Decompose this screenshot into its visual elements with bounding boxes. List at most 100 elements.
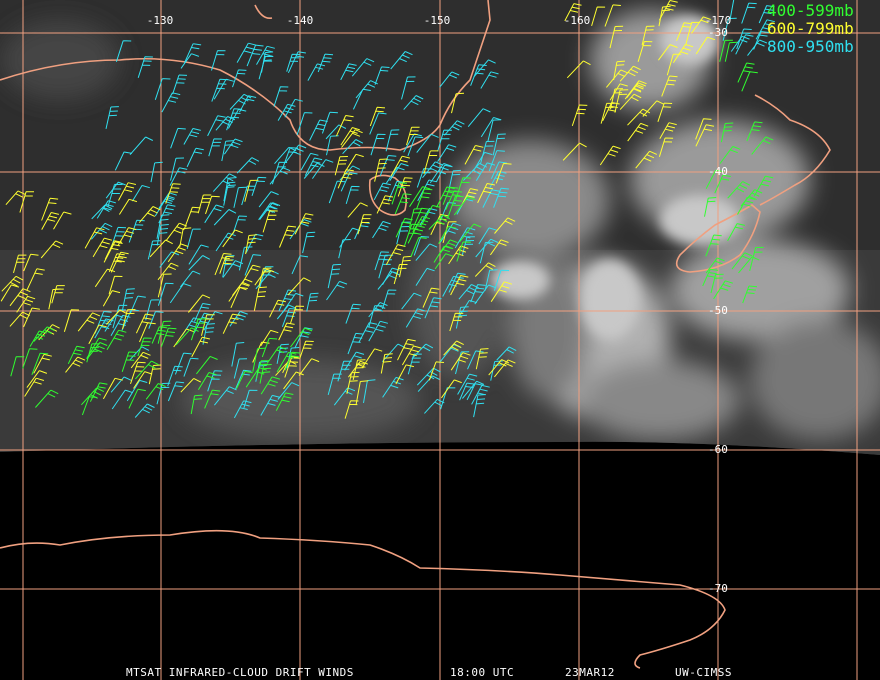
wind-barb — [180, 270, 201, 288]
wind-barb — [86, 342, 108, 360]
wind-barb — [135, 360, 159, 380]
wind-barb — [40, 240, 64, 259]
wind-barb — [67, 345, 85, 365]
wind-barb — [401, 345, 422, 366]
wind-barb — [261, 337, 278, 358]
wind-barb — [86, 337, 107, 359]
wind-barb — [493, 187, 509, 208]
wind-barb — [436, 186, 455, 208]
wind-barb — [84, 227, 105, 249]
wind-barb — [299, 340, 314, 359]
wind-barb — [455, 177, 471, 201]
wind-barb — [702, 268, 719, 287]
wind-barb — [157, 320, 172, 344]
wind-barb — [459, 382, 475, 401]
wind-barb — [256, 45, 275, 65]
wind-barb — [188, 255, 211, 271]
time: 18:00 UTC — [450, 666, 514, 679]
wind-barb — [35, 389, 59, 408]
wind-barb — [416, 367, 441, 386]
wind-barb — [48, 288, 61, 310]
wind-barb — [459, 223, 482, 243]
wind-barb — [296, 112, 313, 136]
wind-barb — [571, 104, 588, 127]
wind-barb — [126, 379, 148, 402]
wind-barb — [150, 161, 163, 183]
wind-barb — [188, 244, 209, 265]
wind-barb — [340, 127, 360, 146]
wind-barb — [438, 225, 457, 245]
wind-barb — [236, 157, 260, 174]
wind-barb — [737, 62, 755, 83]
wind-barb — [691, 16, 711, 34]
wind-barb — [108, 253, 125, 272]
wind-barb — [423, 150, 439, 175]
wind-barb — [110, 226, 127, 249]
wind-barb — [478, 227, 497, 245]
wind-barb — [286, 53, 301, 72]
wind-barb — [104, 240, 123, 260]
wind-barb — [599, 145, 621, 166]
wind-barb — [407, 353, 422, 375]
wind-barb — [173, 328, 195, 348]
wind-barb — [222, 229, 243, 248]
wind-barb — [110, 314, 131, 336]
wind-barb — [461, 236, 475, 256]
wind-barb — [118, 182, 137, 201]
coastline — [675, 204, 761, 273]
wind-barb — [154, 78, 171, 100]
longitude-label: -170 — [705, 14, 732, 27]
wind-barb — [311, 159, 334, 179]
wind-barb — [276, 343, 289, 364]
wind-barb — [259, 266, 274, 288]
wind-barb — [488, 359, 510, 376]
wind-barb — [281, 308, 298, 327]
wind-barb — [5, 190, 26, 206]
wind-barb — [94, 268, 116, 288]
wind-barb — [641, 25, 655, 46]
wind-barb — [13, 254, 27, 274]
wind-barb — [260, 329, 279, 347]
wind-barb — [657, 44, 678, 61]
wind-barb — [340, 172, 358, 192]
wind-barb — [453, 196, 476, 216]
wind-barb — [382, 376, 404, 398]
wind-barb — [222, 313, 241, 334]
wind-barb — [473, 59, 496, 78]
wind-barb — [403, 223, 420, 247]
wind-barb — [368, 302, 388, 318]
wind-barb — [458, 284, 479, 300]
wind-barb — [376, 195, 394, 214]
wind-barb — [133, 371, 153, 389]
wind-barb — [410, 237, 427, 258]
wind-barb — [229, 93, 252, 110]
wind-barb — [326, 280, 348, 301]
wind-barb — [613, 60, 625, 81]
wind-barb — [361, 348, 383, 369]
wind-barb — [471, 384, 490, 405]
coastline — [754, 94, 831, 206]
wind-barb — [412, 207, 430, 230]
wind-barb — [151, 326, 168, 344]
wind-barb — [635, 150, 658, 169]
wind-barb — [727, 181, 751, 199]
wind-barb — [437, 144, 457, 162]
wind-barb — [447, 195, 464, 219]
wind-barb — [440, 379, 462, 399]
wind-barb — [111, 389, 133, 410]
wind-barb — [741, 2, 757, 24]
wind-barb — [368, 320, 389, 342]
wind-barb — [422, 161, 443, 179]
wind-barb — [439, 222, 461, 243]
wind-barb — [134, 403, 155, 418]
wind-barb — [81, 387, 105, 406]
wind-barb — [284, 357, 300, 378]
wind-barb — [222, 260, 244, 278]
wind-barb — [591, 6, 606, 27]
wind-barb — [403, 95, 424, 110]
wind-barb — [157, 282, 174, 306]
wind-barb — [333, 387, 356, 406]
wind-barb — [145, 383, 166, 400]
wind-barb — [475, 162, 496, 181]
wind-barb — [484, 269, 498, 291]
